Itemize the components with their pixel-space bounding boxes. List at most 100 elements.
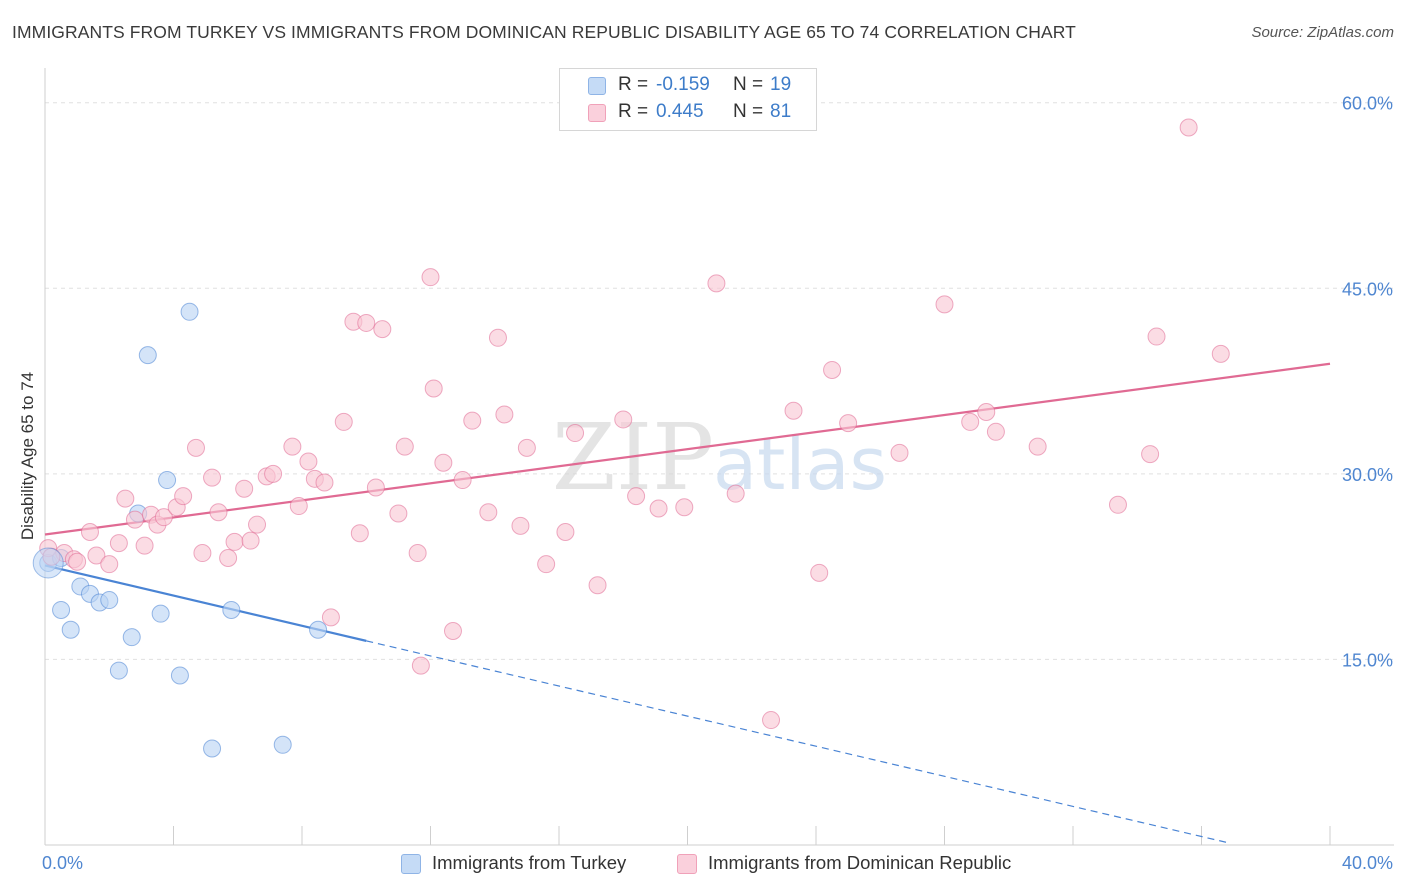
y-tick-label-0: 15.0% [1342, 650, 1393, 670]
point-dominican-72 [986, 422, 1005, 441]
data-points [32, 118, 1230, 758]
point-dominican-53 [537, 555, 556, 574]
point-dominican-41 [411, 656, 430, 675]
point-dominican-5 [100, 555, 119, 574]
legend-row-turkey: R = -0.159 N = 19 [560, 74, 816, 100]
point-dominican-68 [890, 443, 909, 462]
y-tick-label-1: 30.0% [1342, 465, 1393, 485]
chart-title: IMMIGRANTS FROM TURKEY VS IMMIGRANTS FRO… [12, 22, 1076, 42]
axes [44, 68, 1394, 846]
point-dominican-74 [1108, 495, 1127, 514]
point-dominican-31 [321, 608, 340, 627]
point-dominican-38 [389, 504, 408, 523]
point-dominican-28 [299, 452, 318, 471]
series-legend: Immigrants from Turkey Immigrants from D… [0, 852, 1406, 878]
y-tick-labels: 15.0% 30.0% 45.0% 60.0% [1342, 94, 1393, 671]
legend-label-dominican: Immigrants from Dominican Republic [708, 852, 1012, 873]
point-dominican-57 [614, 410, 633, 429]
point-dominican-16 [193, 544, 212, 563]
point-dominican-23 [248, 515, 267, 534]
point-dominican-32 [334, 412, 353, 431]
point-dominican-55 [566, 424, 585, 443]
point-dominican-49 [488, 328, 507, 347]
legend-label-turkey: Immigrants from Turkey [432, 852, 627, 873]
legend-n-value-dominican: 81 [770, 101, 792, 122]
point-dominican-51 [511, 516, 530, 535]
source-credit: Source: ZipAtlas.com [1251, 24, 1394, 41]
legend-r-value-dominican: 0.445 [656, 101, 704, 122]
point-dominican-67 [839, 414, 858, 433]
x-tick-label-min: 0.0% [42, 853, 83, 873]
correlation-legend: R = -0.159 N = 19 R = 0.445 N = 81 [559, 68, 817, 131]
point-turkey-7 [100, 591, 119, 610]
point-dominican-75 [1141, 445, 1160, 464]
point-dominican-39 [395, 437, 414, 456]
point-dominican-46 [453, 471, 472, 490]
point-dominican-77 [1179, 118, 1198, 137]
point-turkey-15 [180, 302, 199, 321]
legend-n-label: N = [733, 101, 764, 122]
point-dominican-42 [421, 268, 440, 287]
x-tick-label-max: 40.0% [1342, 853, 1393, 873]
point-dominican-17 [203, 468, 222, 487]
point-dominican-36 [366, 478, 385, 497]
point-dominican-80 [68, 552, 87, 571]
point-turkey-18 [273, 735, 292, 754]
point-dominican-26 [283, 437, 302, 456]
point-dominican-8 [125, 510, 144, 529]
point-dominican-35 [357, 313, 376, 332]
trend-line-turkey-extension [366, 640, 1228, 844]
point-dominican-12 [154, 508, 173, 527]
point-dominican-25 [264, 464, 283, 483]
point-dominican-27 [289, 497, 308, 516]
point-dominican-60 [675, 498, 694, 517]
point-dominican-69 [935, 295, 954, 314]
point-turkey-3 [61, 620, 80, 639]
point-dominican-65 [810, 563, 829, 582]
point-dominican-37 [373, 320, 392, 339]
trend-line-dominican [44, 362, 1331, 536]
point-dominican-71 [977, 403, 996, 422]
point-turkey-cluster [32, 547, 64, 579]
legend-swatch-dominican [588, 104, 606, 122]
point-dominican-15 [186, 438, 205, 457]
point-turkey-13 [158, 471, 177, 490]
point-dominican-9 [135, 536, 154, 555]
y-tick-label-3: 60.0% [1342, 94, 1393, 114]
point-dominican-64 [784, 401, 803, 420]
point-dominican-76 [1147, 327, 1166, 346]
point-dominican-34 [350, 524, 369, 543]
y-tick-label-2: 45.0% [1342, 279, 1393, 299]
point-dominican-78 [1211, 344, 1230, 363]
legend-n-label: N = [733, 74, 764, 95]
legend-n-value-turkey: 19 [770, 74, 792, 95]
point-turkey-14 [170, 666, 189, 685]
legend-r-label: R = [618, 74, 649, 95]
point-dominican-48 [479, 503, 498, 522]
legend-r-label: R = [618, 101, 649, 122]
point-turkey-16 [203, 739, 222, 758]
point-dominican-30 [315, 473, 334, 492]
point-turkey-11 [138, 346, 157, 365]
point-dominican-50 [495, 405, 514, 424]
point-turkey-8 [109, 661, 128, 680]
point-dominican-20 [225, 532, 244, 551]
point-dominican-66 [823, 360, 842, 379]
point-dominican-45 [443, 621, 462, 640]
legend-row-dominican: R = 0.445 N = 81 [560, 101, 816, 127]
point-dominican-40 [408, 544, 427, 563]
point-dominican-21 [235, 479, 254, 498]
legend-swatch-turkey [588, 77, 606, 95]
point-dominican-70 [961, 412, 980, 431]
point-dominican-4 [87, 546, 106, 565]
point-dominican-44 [434, 453, 453, 472]
point-dominican-43 [424, 379, 443, 398]
point-turkey-17 [222, 600, 241, 619]
point-dominican-14 [174, 487, 193, 506]
point-dominican-22 [241, 531, 260, 550]
x-tick-labels: 0.0% 40.0% [42, 853, 1393, 873]
point-dominican-58 [627, 487, 646, 506]
point-turkey-9 [122, 628, 141, 647]
y-axis-label: Disability Age 65 to 74 [18, 372, 37, 540]
point-dominican-63 [762, 711, 781, 730]
